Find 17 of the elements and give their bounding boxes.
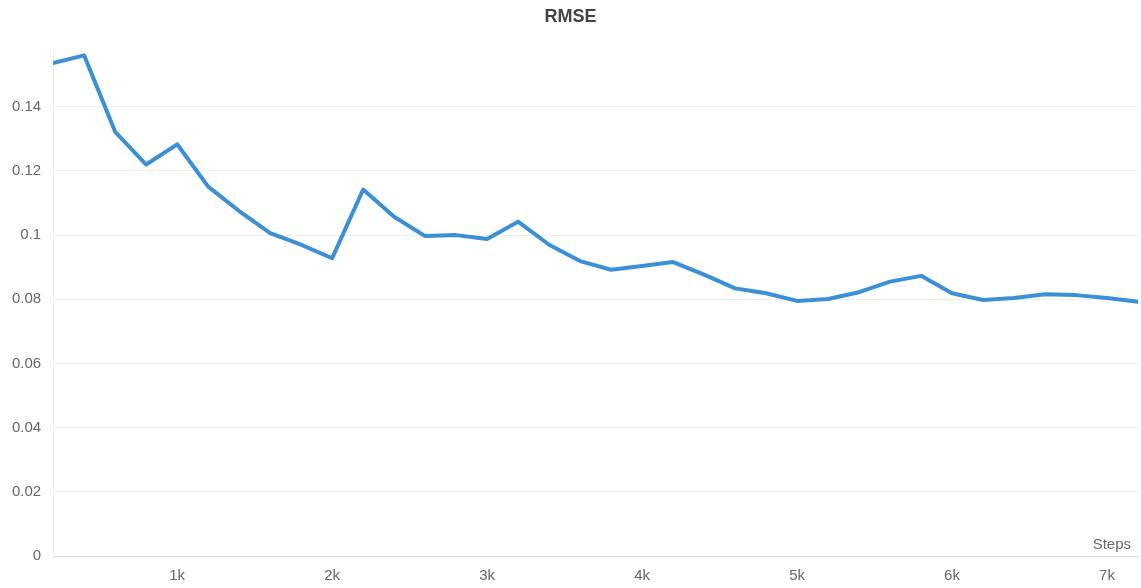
chart-title: RMSE [543, 6, 598, 27]
x-tick-label: 5k [789, 566, 806, 584]
x-tick-label: 4k [634, 566, 651, 584]
x-axis-title: Steps [1092, 535, 1131, 552]
x-tick-label: 3k [479, 566, 496, 584]
y-tick-label: 0.1 [20, 225, 42, 243]
x-tick-label: 2k [324, 566, 341, 584]
y-tick-label: 0.06 [11, 353, 42, 371]
y-tick-label: 0.02 [11, 481, 42, 499]
x-tick-label: 6k [944, 566, 961, 584]
y-tick-label: 0 [32, 546, 42, 564]
x-tick-label: 7k [1099, 566, 1116, 584]
y-tick-label: 0.12 [11, 161, 42, 179]
y-tick-label: 0.08 [11, 289, 42, 307]
y-tick-label: 0.04 [11, 417, 42, 435]
x-tick-label: 1k [169, 566, 186, 584]
y-tick-label: 0.14 [11, 96, 42, 114]
